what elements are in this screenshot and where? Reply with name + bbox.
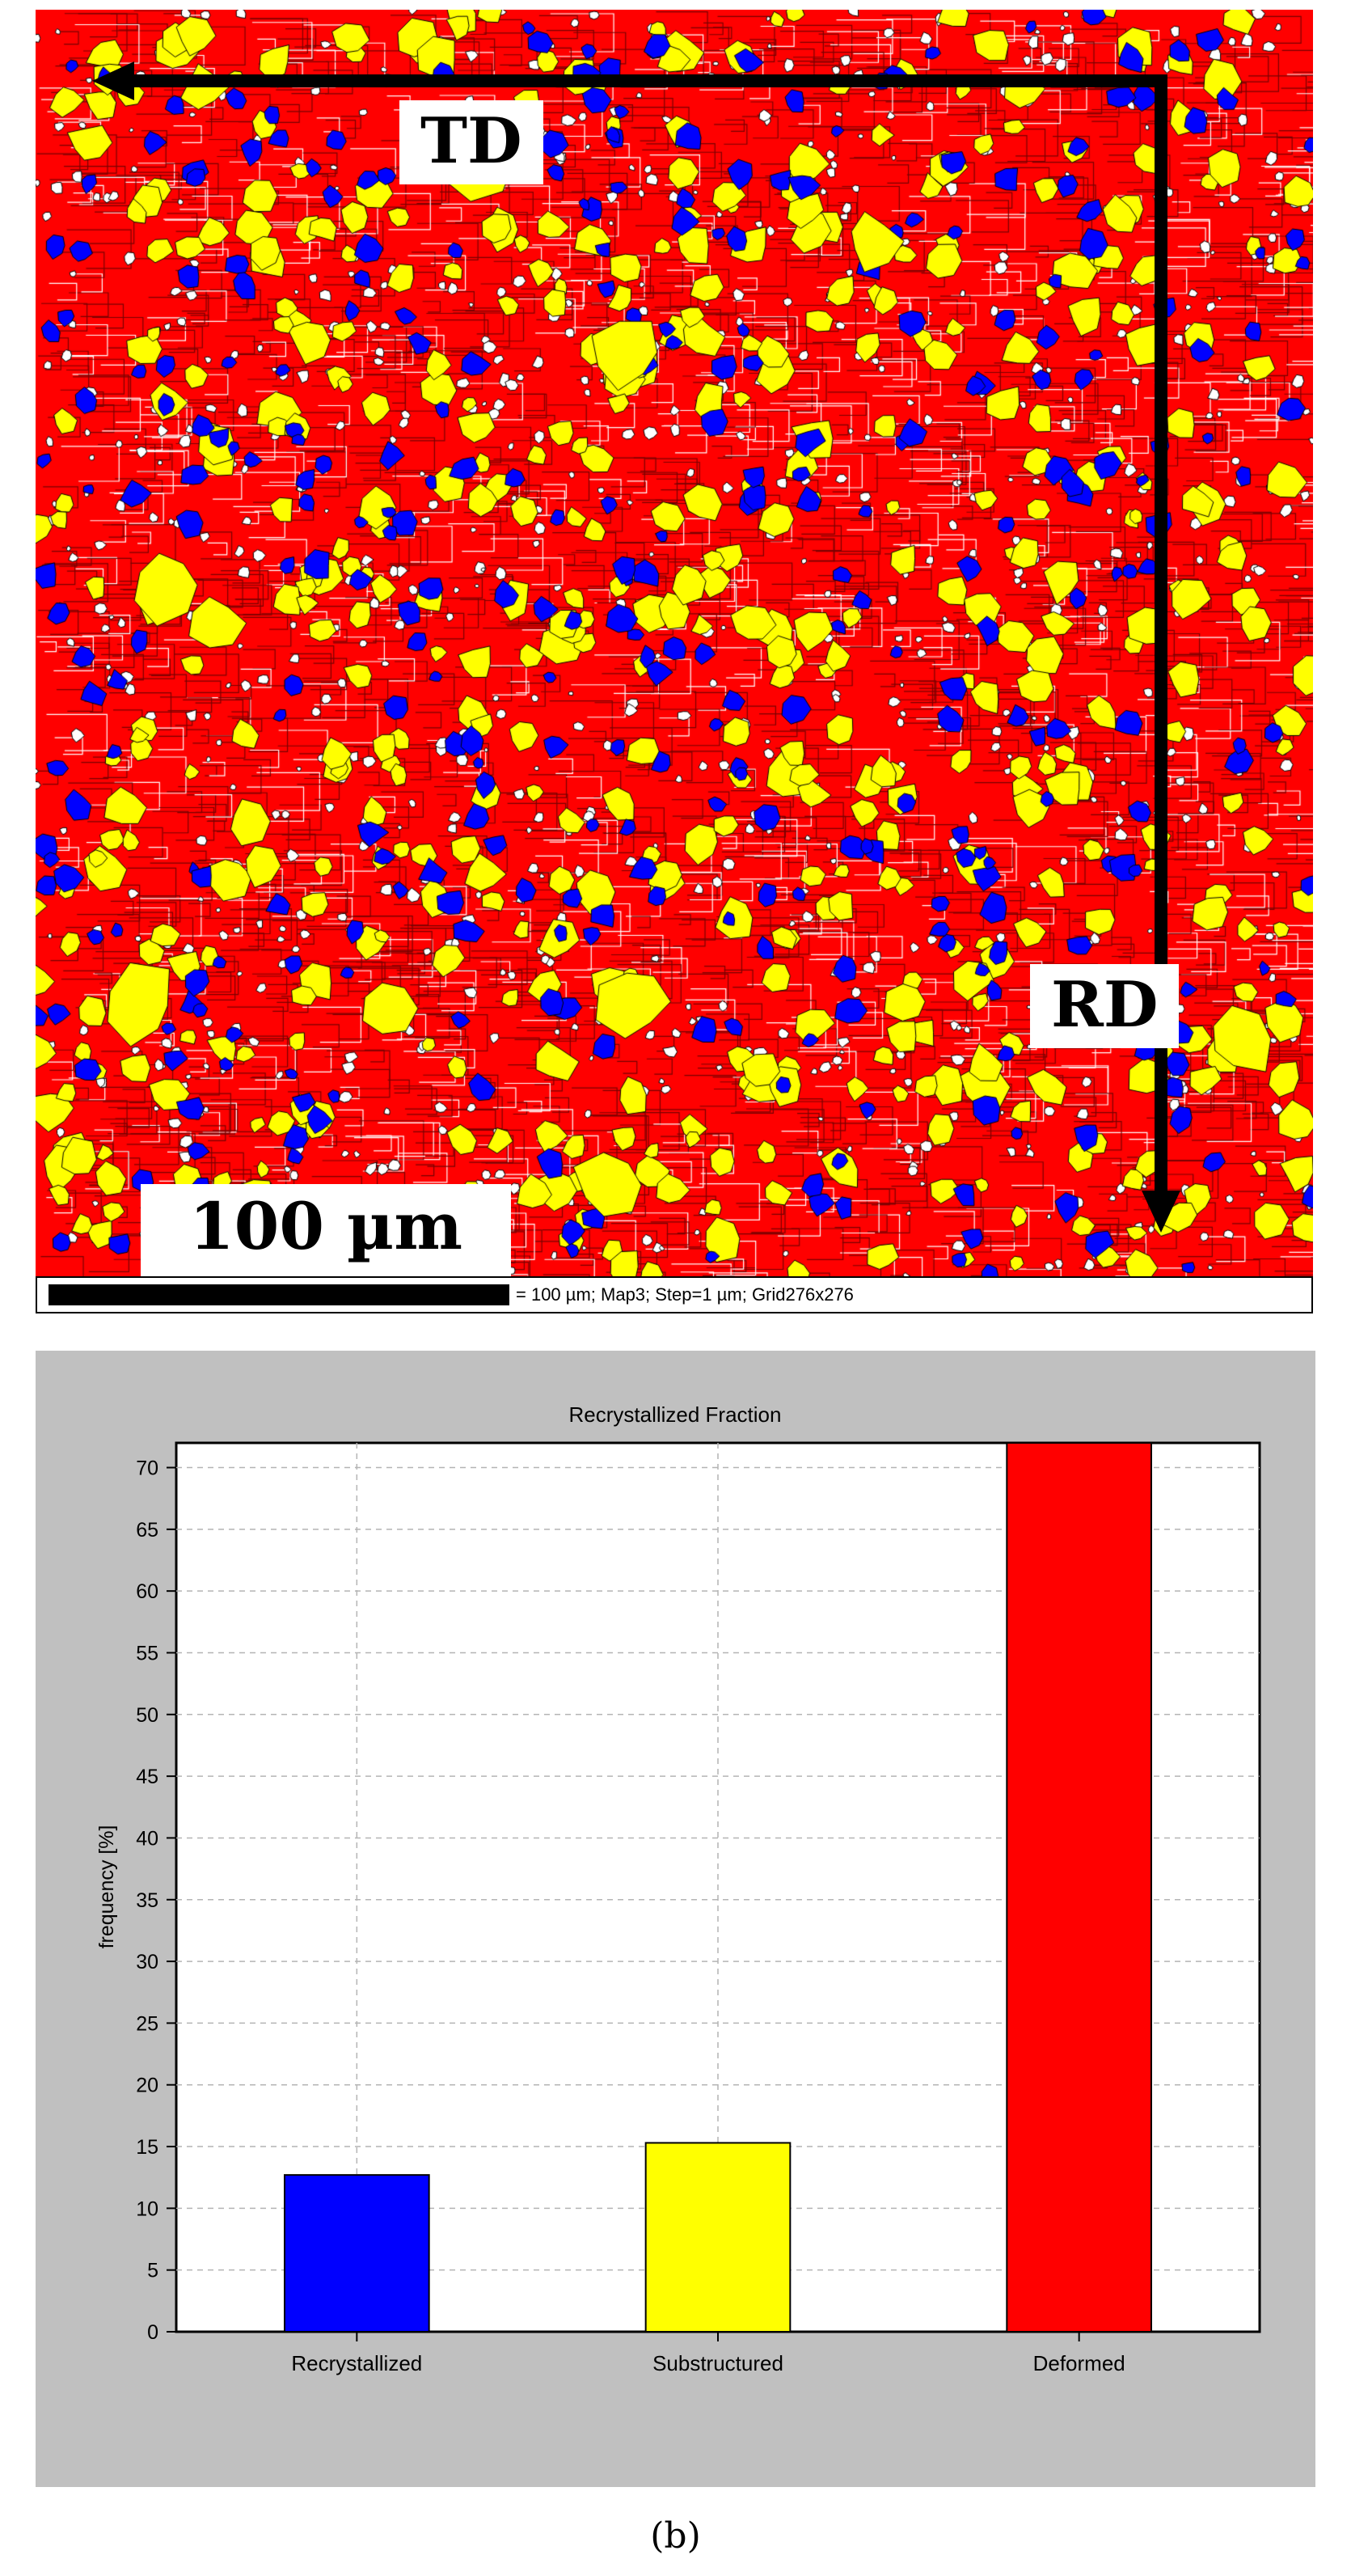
y-tick-label: 65: [136, 1519, 158, 1542]
y-tick-label: 25: [136, 2012, 158, 2035]
chart-title: Recrystallized Fraction: [569, 1402, 782, 1427]
y-tick-label: 70: [136, 1457, 158, 1480]
rd-label: RD: [1030, 964, 1180, 1048]
panel-label: (b): [650, 2515, 701, 2557]
y-tick-label: 10: [136, 2197, 158, 2220]
x-tick-label: Deformed: [1033, 2351, 1125, 2375]
scale-bar: [49, 1284, 509, 1305]
chart-svg: Recrystallized Fraction 0 5 10 15 20 25 30 35 40…: [95, 1402, 1261, 2375]
ebsd-map-image: [36, 10, 1313, 1276]
y-tick-label: 50: [136, 1704, 158, 1727]
bar-substructured: [644, 2142, 792, 2333]
y-tick-label: 5: [147, 2260, 158, 2282]
tick-layer: 0 5 10 15 20 25 30 35 40 45 50 55 60 65 70 Recrystalliz…: [136, 1457, 1125, 2375]
y-tick-label: 45: [136, 1766, 158, 1788]
y-tick-label: 35: [136, 1889, 158, 1912]
map-caption-text: = 100 µm; Map3; Step=1 µm; Grid276x276: [516, 1284, 854, 1305]
y-tick-label: 60: [136, 1580, 158, 1603]
y-tick-label: 20: [136, 2075, 158, 2097]
recrystallized-fraction-chart: Recrystallized Fraction 0 5 10 15 20 25 30 35 40…: [36, 1351, 1315, 2487]
y-tick-label: 55: [136, 1642, 158, 1664]
y-axis-label: frequency [%]: [95, 1825, 118, 1949]
td-label: TD: [399, 100, 543, 184]
y-tick-label: 30: [136, 1951, 158, 1973]
map-caption: = 100 µm; Map3; Step=1 µm; Grid276x276: [36, 1276, 1313, 1313]
y-tick-label: 15: [136, 2136, 158, 2159]
ebsd-map: TD RD 100 µm: [36, 10, 1313, 1276]
y-tick-label: 0: [147, 2321, 158, 2344]
y-tick-label: 40: [136, 1827, 158, 1850]
x-tick-label: Substructured: [652, 2351, 783, 2375]
x-tick-label: Recrystallized: [291, 2351, 422, 2375]
scale-label: 100 µm: [141, 1184, 512, 1276]
bar-deformed: [1006, 1442, 1153, 2333]
bar-recrystallized: [284, 2174, 430, 2333]
bar-layer: [284, 1442, 1153, 2333]
